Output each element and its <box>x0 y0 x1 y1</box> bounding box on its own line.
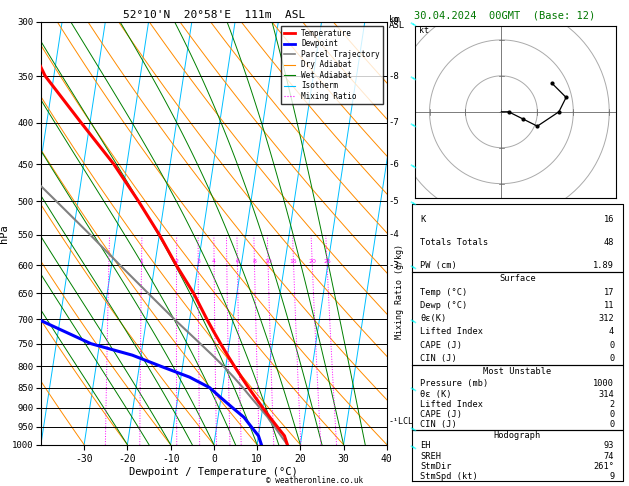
Text: StmSpd (kt): StmSpd (kt) <box>420 471 478 481</box>
Text: 10: 10 <box>264 259 272 263</box>
Text: -9: -9 <box>389 17 399 26</box>
Text: -3: -3 <box>389 261 399 270</box>
Text: ‗‗: ‗‗ <box>409 315 418 324</box>
Text: K: K <box>420 215 426 225</box>
Text: Mixing Ratio (g/kg): Mixing Ratio (g/kg) <box>395 244 404 339</box>
Text: ‗‗: ‗‗ <box>409 17 418 26</box>
Text: ‗‗: ‗‗ <box>409 383 418 392</box>
Text: -8: -8 <box>389 71 399 81</box>
Text: 16: 16 <box>604 215 615 225</box>
Legend: Temperature, Dewpoint, Parcel Trajectory, Dry Adiabat, Wet Adiabat, Isotherm, Mi: Temperature, Dewpoint, Parcel Trajectory… <box>281 26 383 104</box>
Text: © weatheronline.co.uk: © weatheronline.co.uk <box>266 476 363 485</box>
Text: 0: 0 <box>609 410 615 419</box>
Text: SREH: SREH <box>420 451 442 461</box>
Text: 25: 25 <box>323 259 331 263</box>
Text: ‗‗: ‗‗ <box>409 261 418 270</box>
Text: 1.89: 1.89 <box>593 260 615 270</box>
Text: 2: 2 <box>609 400 615 409</box>
Text: EH: EH <box>420 441 431 451</box>
Text: 6: 6 <box>235 259 239 263</box>
Text: Lifted Index: Lifted Index <box>420 400 484 409</box>
Text: Lifted Index: Lifted Index <box>420 328 484 336</box>
Text: -7: -7 <box>389 119 399 127</box>
Y-axis label: hPa: hPa <box>0 224 9 243</box>
Text: ‗‗: ‗‗ <box>409 197 418 206</box>
Text: Hodograph: Hodograph <box>494 431 541 440</box>
Text: 0: 0 <box>609 341 615 349</box>
Text: -¹LCL: -¹LCL <box>389 417 414 426</box>
Text: 1: 1 <box>140 259 143 263</box>
Text: CIN (J): CIN (J) <box>420 354 457 363</box>
Text: 8: 8 <box>253 259 257 263</box>
Text: 314: 314 <box>599 389 615 399</box>
Text: Most Unstable: Most Unstable <box>483 367 552 376</box>
Text: 48: 48 <box>604 238 615 247</box>
Text: -4: -4 <box>389 230 399 239</box>
Text: -5: -5 <box>389 197 399 206</box>
Text: ‗‗: ‗‗ <box>409 119 418 127</box>
Text: ‗‗: ‗‗ <box>409 422 418 431</box>
Text: ASL: ASL <box>389 21 405 30</box>
Text: Dewp (°C): Dewp (°C) <box>420 301 468 310</box>
Text: 30.04.2024  00GMT  (Base: 12): 30.04.2024 00GMT (Base: 12) <box>414 11 595 21</box>
Text: 4: 4 <box>609 328 615 336</box>
Text: 1000: 1000 <box>593 379 615 388</box>
Text: Pressure (mb): Pressure (mb) <box>420 379 489 388</box>
Text: 74: 74 <box>604 451 615 461</box>
Text: ‗‗: ‗‗ <box>409 440 418 449</box>
Text: CIN (J): CIN (J) <box>420 420 457 429</box>
Text: θε (K): θε (K) <box>420 389 452 399</box>
Text: Temp (°C): Temp (°C) <box>420 288 468 297</box>
Text: CAPE (J): CAPE (J) <box>420 410 462 419</box>
Text: 17: 17 <box>604 288 615 297</box>
Text: -6: -6 <box>389 160 399 169</box>
Text: km: km <box>389 15 399 24</box>
Text: 0: 0 <box>609 420 615 429</box>
Text: 93: 93 <box>604 441 615 451</box>
Text: 11: 11 <box>604 301 615 310</box>
Text: 2: 2 <box>174 259 179 263</box>
Text: 15: 15 <box>290 259 298 263</box>
Text: ‗‗: ‗‗ <box>409 160 418 169</box>
Text: 312: 312 <box>599 314 615 323</box>
X-axis label: Dewpoint / Temperature (°C): Dewpoint / Temperature (°C) <box>130 467 298 477</box>
Text: CAPE (J): CAPE (J) <box>420 341 462 349</box>
Text: θε(K): θε(K) <box>420 314 447 323</box>
Text: Totals Totals: Totals Totals <box>420 238 489 247</box>
Text: kt: kt <box>419 26 429 35</box>
Text: 20: 20 <box>308 259 316 263</box>
Text: Surface: Surface <box>499 275 536 283</box>
Text: 3: 3 <box>196 259 200 263</box>
Text: PW (cm): PW (cm) <box>420 260 457 270</box>
Text: ‗‗: ‗‗ <box>409 71 418 80</box>
Text: StmDir: StmDir <box>420 462 452 470</box>
Title: 52°10'N  20°58'E  111m  ASL: 52°10'N 20°58'E 111m ASL <box>123 10 305 20</box>
Text: 4: 4 <box>212 259 216 263</box>
Text: 261°: 261° <box>593 462 615 470</box>
Text: 9: 9 <box>609 471 615 481</box>
Text: 0: 0 <box>609 354 615 363</box>
